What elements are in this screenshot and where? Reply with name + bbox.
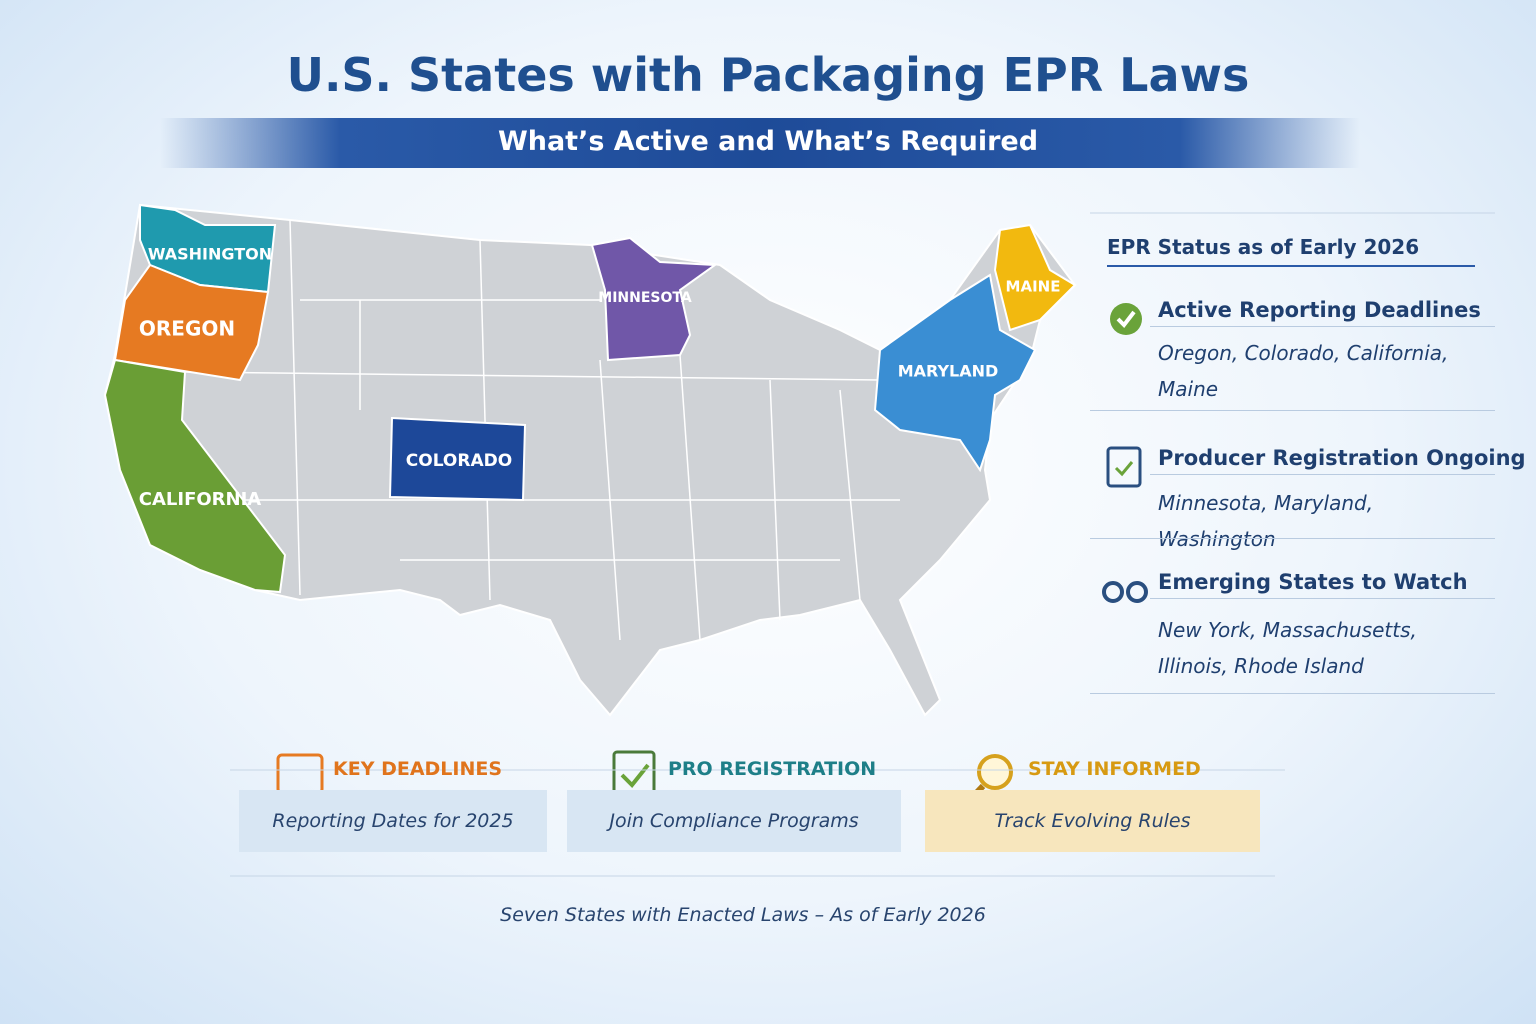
group-states: Oregon, Colorado, California, Maine [1158,341,1449,401]
state-label: CALIFORNIA [139,489,262,510]
group-heading: Emerging States to Watch [1158,570,1468,594]
subtitle: What’s Active and What’s Required [497,126,1039,157]
rule [1150,598,1495,599]
panel-title: EPR Status as of Early 2026 [1107,235,1475,267]
card-heading: STAY INFORMED [1028,758,1201,780]
card: Join Compliance Programs [567,790,901,852]
rule [1090,693,1495,694]
subtitle-banner [160,118,1360,168]
rule [1090,410,1495,411]
card-text: Join Compliance Programs [609,810,859,832]
california-shape [103,358,287,594]
northeast-shape [873,273,1037,473]
card-text: Reporting Dates for 2025 [272,810,514,832]
us-outline [103,203,1077,717]
card-text: Track Evolving Rules [994,810,1191,832]
rule [1090,538,1495,539]
title: U.S. States with Packaging EPR Laws [286,48,1250,102]
state-grid [184,219,900,641]
colorado-shape [388,416,527,502]
state-label: MARYLAND [898,362,999,381]
footer: Seven States with Enacted Laws – As of E… [500,904,986,926]
card: Reporting Dates for 2025 [239,790,547,852]
card-heading: KEY DEADLINES [333,758,503,780]
minnesota-shape [590,236,718,362]
state-label: MINNESOTA [598,290,692,306]
rule [1150,474,1495,475]
rule [1150,326,1495,327]
group-states: Minnesota, Maryland, Washington [1158,491,1374,551]
state-label: WASHINGTON [148,245,272,264]
maine-shape [993,223,1077,332]
card-heading: PRO REGISTRATION [668,758,877,780]
oregon-shape [113,263,270,382]
state-label: COLORADO [406,451,512,471]
group-states: New York, Massachusetts, Illinois, Rhode… [1158,618,1417,678]
state-label: MAINE [1006,278,1061,296]
state-label: OREGON [139,317,235,341]
group-heading: Producer Registration Ongoing [1158,446,1526,470]
group-heading: Active Reporting Deadlines [1158,298,1481,322]
card: Track Evolving Rules [925,790,1260,852]
